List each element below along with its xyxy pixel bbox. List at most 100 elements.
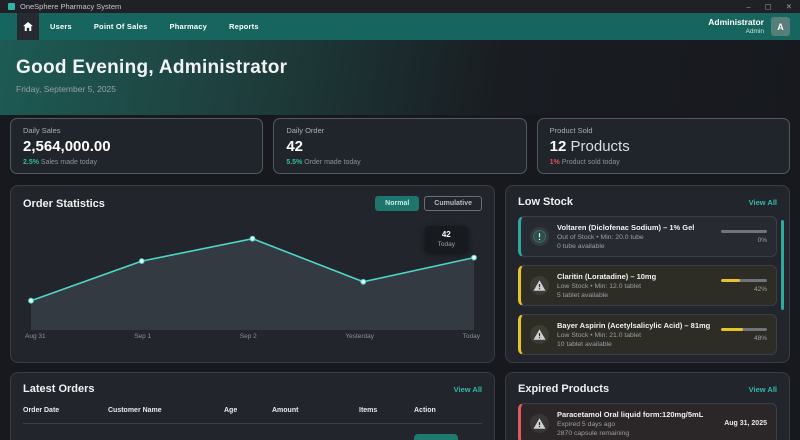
stock-available: 10 tablet available bbox=[557, 341, 612, 348]
stat-title: Daily Sales bbox=[23, 126, 61, 135]
greeting-title: Good Evening, Administrator bbox=[16, 57, 288, 78]
stat-card-daily-order: Daily Order 42 5.5% Order made today bbox=[273, 118, 527, 174]
warning-triangle-icon bbox=[530, 325, 549, 344]
product-name: Voltaren (Diclofenac Sodium) – 1% Gel bbox=[557, 223, 695, 232]
stats-row: Daily Sales 2,564,000.00 2.5% Sales made… bbox=[0, 115, 800, 185]
stock-status: Low Stock • Min: 21.0 tablet bbox=[557, 332, 641, 339]
col-action: Action bbox=[414, 407, 436, 414]
expired-remaining: 2870 capsule remaining bbox=[557, 430, 630, 437]
col-customer-name: Customer Name bbox=[108, 407, 162, 414]
minimize-button[interactable]: – bbox=[746, 2, 751, 11]
x-tick-label: Aug 31 bbox=[25, 333, 46, 340]
close-button[interactable]: ✕ bbox=[785, 2, 792, 11]
stat-delta: 2.5% bbox=[23, 159, 39, 166]
expired-product-item[interactable]: Paracetamol Oral liquid form:120mg/5mL E… bbox=[518, 403, 777, 440]
stat-title: Product Sold bbox=[549, 126, 593, 135]
nav-tab-pharmacy[interactable]: Pharmacy bbox=[169, 22, 207, 31]
app-icon bbox=[8, 3, 15, 10]
chart-x-labels: Aug 31 Sep 1 Sep 2 Yesterday Today bbox=[23, 330, 482, 340]
expired-products-panel: Expired Products View All Paracetamol Or… bbox=[505, 372, 790, 440]
cell-order-date: Aug 25, 2025 bbox=[23, 438, 108, 440]
home-icon bbox=[23, 18, 33, 36]
order-statistics-title: Order Statistics bbox=[23, 197, 105, 210]
out-of-stock-icon bbox=[530, 227, 549, 246]
col-items: Items bbox=[359, 407, 378, 414]
expired-view-all-link[interactable]: View All bbox=[748, 384, 777, 394]
stock-percent: 42% bbox=[753, 285, 767, 293]
order-statistics-panel: Order Statistics Normal Cumulative Aug 3… bbox=[10, 185, 495, 363]
low-stock-title: Low Stock bbox=[518, 196, 574, 208]
latest-orders-view-all-link[interactable]: View All bbox=[453, 384, 482, 394]
maximize-button[interactable]: ▢ bbox=[764, 2, 772, 11]
latest-orders-panel: Latest Orders View All Order Date Custom… bbox=[10, 372, 495, 440]
stock-available: 0 tube available bbox=[557, 243, 605, 250]
nav-tab-users[interactable]: Users bbox=[50, 22, 72, 31]
open-order-button[interactable]: Open bbox=[414, 434, 458, 440]
nav-tab-reports[interactable]: Reports bbox=[228, 22, 259, 31]
user-info: Administrator Admin bbox=[708, 17, 764, 36]
tooltip-label: Today bbox=[437, 241, 455, 248]
nav-tab-point-of-sales[interactable]: Point Of Sales bbox=[93, 22, 148, 31]
greeting-date: Friday, September 5, 2025 bbox=[16, 84, 117, 94]
window-title: OneSphere Pharmacy System bbox=[20, 2, 122, 11]
window-titlebar: OneSphere Pharmacy System – ▢ ✕ bbox=[0, 0, 800, 13]
expired-date: Aug 31, 2025 bbox=[724, 420, 767, 427]
cell-amount: 510,000.00 bbox=[272, 438, 359, 440]
warning-triangle-icon bbox=[530, 414, 549, 433]
product-name: Claritin (Loratadine) – 10mg bbox=[557, 272, 657, 281]
low-stock-item[interactable]: Voltaren (Diclofenac Sodium) – 1% Gel Ou… bbox=[518, 216, 777, 257]
expired-products-title: Expired Products bbox=[518, 383, 610, 395]
avatar[interactable]: A bbox=[771, 17, 790, 36]
stock-status: Out of Stock • Min: 20.0 tube bbox=[557, 234, 644, 241]
stat-value: 42 bbox=[286, 138, 304, 155]
stat-card-product-sold: Product Sold 12 Products 1% Product sold… bbox=[536, 118, 790, 174]
stat-title: Daily Order bbox=[286, 126, 325, 135]
order-chart-svg bbox=[28, 235, 477, 330]
stock-available: 5 tablet available bbox=[557, 292, 609, 299]
main-nav: Users Point Of Sales Pharmacy Reports Ad… bbox=[0, 13, 800, 40]
stat-delta: 1% bbox=[549, 159, 560, 166]
stat-value: 2,564,000.00 bbox=[23, 138, 111, 155]
user-name: Administrator bbox=[708, 17, 764, 28]
order-statistics-chart[interactable]: Aug 31 Sep 1 Sep 2 Yesterday Today 42 Today bbox=[23, 218, 482, 340]
normal-toggle-button[interactable]: Normal bbox=[375, 196, 420, 211]
user-role: Admin bbox=[745, 27, 764, 35]
col-order-date: Order Date bbox=[23, 407, 60, 414]
cell-age: 23 bbox=[224, 438, 272, 440]
low-stock-view-all-link[interactable]: View All bbox=[748, 197, 777, 207]
x-tick-label: Today bbox=[462, 333, 480, 340]
stock-percent: 48% bbox=[753, 334, 767, 342]
stock-status: Low Stock • Min: 12.0 tablet bbox=[557, 283, 641, 290]
low-stock-scrollbar[interactable] bbox=[781, 220, 784, 310]
tooltip-value: 42 bbox=[441, 230, 451, 239]
product-name: Paracetamol Oral liquid form:120mg/5mL bbox=[557, 410, 704, 419]
low-stock-panel: Low Stock View All Voltaren (Diclofenac … bbox=[505, 185, 790, 363]
table-row: Aug 25, 2025 cscsac 23 510,000.00 1 Open bbox=[23, 424, 482, 440]
cumulative-toggle-button[interactable]: Cumulative bbox=[424, 196, 482, 211]
stat-caption: 5.5% Order made today bbox=[286, 159, 361, 166]
stock-progress-bar bbox=[721, 278, 767, 282]
stat-caption: 2.5% Sales made today bbox=[23, 159, 97, 166]
stock-progress-bar bbox=[721, 327, 767, 331]
x-tick-label: Sep 1 bbox=[134, 333, 152, 340]
nav-tab-home[interactable] bbox=[17, 13, 39, 40]
stat-card-daily-sales: Daily Sales 2,564,000.00 2.5% Sales made… bbox=[10, 118, 264, 174]
col-age: Age bbox=[224, 407, 238, 414]
x-tick-label: Yesterday bbox=[345, 333, 375, 340]
col-amount: Amount bbox=[272, 407, 299, 414]
low-stock-item[interactable]: Bayer Aspirin (Acetylsalicylic Acid) – 8… bbox=[518, 314, 777, 355]
stock-progress-bar bbox=[721, 229, 767, 233]
stock-percent: 0% bbox=[757, 236, 767, 244]
x-tick-label: Sep 2 bbox=[239, 333, 257, 340]
expired-status: Expired 5 days ago bbox=[557, 421, 616, 428]
product-name: Bayer Aspirin (Acetylsalicylic Acid) – 8… bbox=[557, 321, 711, 330]
low-stock-item[interactable]: Claritin (Loratadine) – 10mg Low Stock •… bbox=[518, 265, 777, 306]
chart-tooltip: 42 Today bbox=[424, 226, 468, 252]
stat-caption: 1% Product sold today bbox=[549, 159, 620, 166]
stat-delta: 5.5% bbox=[286, 159, 303, 166]
orders-table-header: Order Date Customer Name Age Amount Item… bbox=[23, 407, 482, 424]
stat-value: 12 Products bbox=[549, 138, 630, 155]
cell-customer: cscsac bbox=[108, 438, 224, 440]
cell-items: 1 bbox=[359, 438, 414, 440]
latest-orders-title: Latest Orders bbox=[23, 383, 95, 395]
